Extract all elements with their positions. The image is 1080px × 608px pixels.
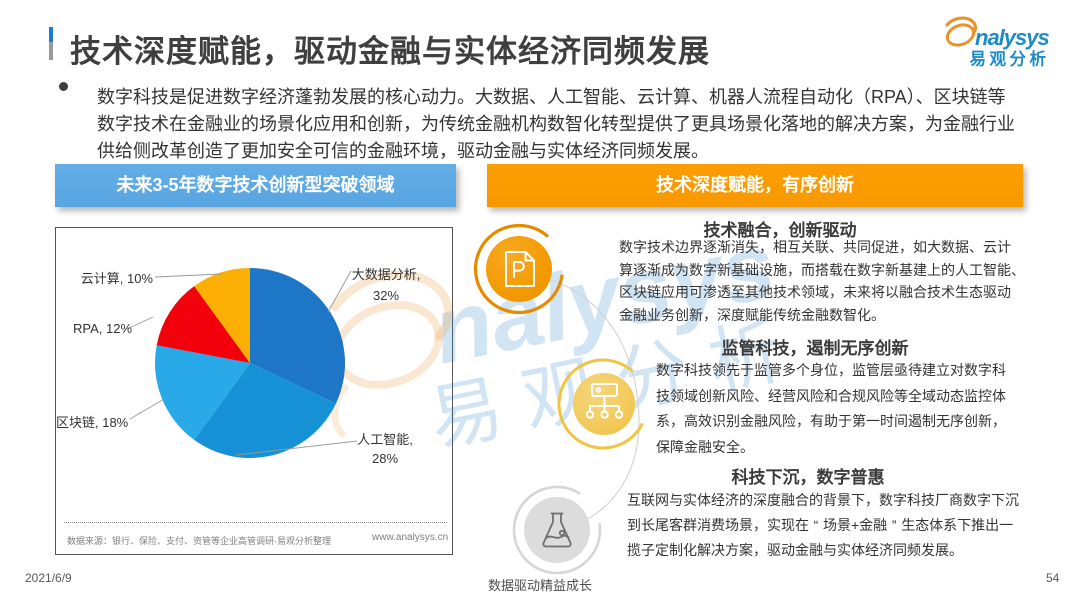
svg-text:易观分析: 易观分析 xyxy=(970,49,1050,69)
svg-text:nalysys: nalysys xyxy=(975,25,1049,50)
